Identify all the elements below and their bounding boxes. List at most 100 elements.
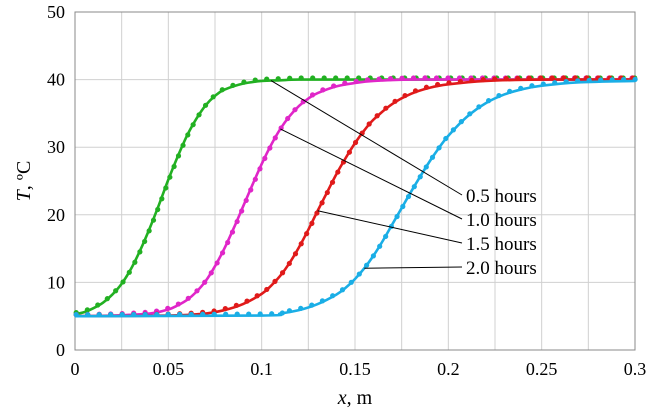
data-point — [446, 80, 452, 86]
x-tick-label: 0.1 — [250, 359, 273, 379]
data-point — [309, 220, 315, 226]
data-point — [410, 75, 417, 81]
y-tick-label: 10 — [47, 272, 65, 292]
data-point — [257, 311, 263, 317]
data-point — [175, 301, 181, 307]
data-point — [370, 253, 377, 259]
data-point — [383, 105, 389, 111]
data-point — [324, 189, 330, 196]
data-point — [364, 262, 370, 268]
data-point — [108, 311, 114, 318]
data-point — [529, 83, 535, 89]
data-point — [230, 82, 236, 88]
data-point — [496, 92, 502, 99]
data-point — [417, 174, 423, 180]
data-point — [229, 229, 236, 235]
data-point — [330, 293, 336, 299]
data-point — [433, 75, 440, 81]
annotation-labels: 0.5 hours 1.0 hours 1.5 hours 2.0 hours — [466, 186, 537, 279]
series-2-0-hours — [73, 76, 638, 318]
y-axis-variable: T — [13, 188, 35, 201]
x-axis-unit: , m — [347, 387, 373, 409]
data-point — [342, 80, 348, 86]
data-point — [515, 75, 521, 81]
data-point — [423, 164, 429, 170]
data-point — [298, 75, 304, 81]
plot-border — [74, 11, 636, 351]
data-point — [356, 271, 362, 277]
y-tick-label: 30 — [47, 137, 65, 157]
annotation-leader-lines — [270, 80, 463, 269]
data-point — [366, 121, 372, 127]
data-point — [285, 115, 291, 122]
data-point — [298, 305, 304, 311]
annotation-label: 2.0 hours — [466, 258, 537, 279]
data-point — [214, 260, 220, 266]
data-point — [243, 197, 249, 204]
data-point — [185, 295, 191, 301]
data-point — [252, 176, 258, 182]
y-tick-label: 20 — [47, 205, 65, 225]
data-point — [411, 184, 417, 190]
data-point — [278, 125, 284, 131]
series-line — [74, 78, 635, 318]
data-point — [402, 92, 408, 99]
annotation-leader-line — [364, 266, 463, 269]
data-point — [185, 132, 191, 138]
data-point — [412, 88, 419, 94]
data-point — [85, 311, 91, 318]
data-point — [632, 76, 638, 82]
data-point — [287, 75, 293, 81]
data-point — [272, 135, 278, 141]
grid-lines — [75, 12, 635, 350]
data-point — [319, 200, 325, 206]
data-point — [132, 259, 138, 265]
x-tick-label: 0.2 — [437, 359, 460, 379]
data-point — [561, 75, 567, 81]
data-point — [210, 94, 216, 100]
y-tick-labels: 0 10 20 30 40 50 — [47, 2, 65, 360]
x-tick-label: 0 — [71, 359, 80, 379]
data-point — [392, 98, 398, 104]
data-point — [552, 80, 558, 86]
data-point — [202, 279, 208, 285]
data-point — [339, 287, 346, 293]
data-point — [563, 79, 569, 85]
data-point — [175, 153, 182, 159]
data-point — [279, 270, 286, 276]
y-tick-label: 0 — [56, 340, 65, 360]
data-point — [219, 87, 225, 93]
data-point — [387, 76, 394, 82]
data-point — [507, 88, 513, 95]
data-point — [233, 302, 239, 309]
data-point — [314, 210, 320, 216]
data-point — [190, 122, 196, 128]
data-series — [73, 75, 638, 318]
data-point — [319, 298, 326, 304]
data-point — [445, 75, 451, 81]
data-point — [267, 145, 273, 151]
data-point — [96, 311, 102, 318]
data-point — [165, 311, 171, 317]
data-point — [275, 76, 281, 82]
data-point — [621, 76, 627, 83]
data-point — [171, 163, 177, 170]
data-point — [246, 311, 252, 317]
data-point — [549, 75, 555, 81]
data-point — [208, 270, 214, 276]
data-point — [450, 127, 456, 133]
data-point — [272, 278, 278, 284]
data-point — [352, 139, 359, 146]
data-point — [142, 311, 148, 318]
data-point — [219, 250, 226, 256]
data-point — [458, 119, 464, 125]
data-point — [492, 76, 498, 82]
data-point — [538, 75, 544, 81]
data-point — [286, 308, 293, 314]
x-tick-label: 0.25 — [526, 359, 558, 379]
data-point — [377, 243, 383, 249]
data-point — [84, 307, 90, 313]
data-point — [335, 169, 341, 175]
data-point — [609, 77, 615, 83]
